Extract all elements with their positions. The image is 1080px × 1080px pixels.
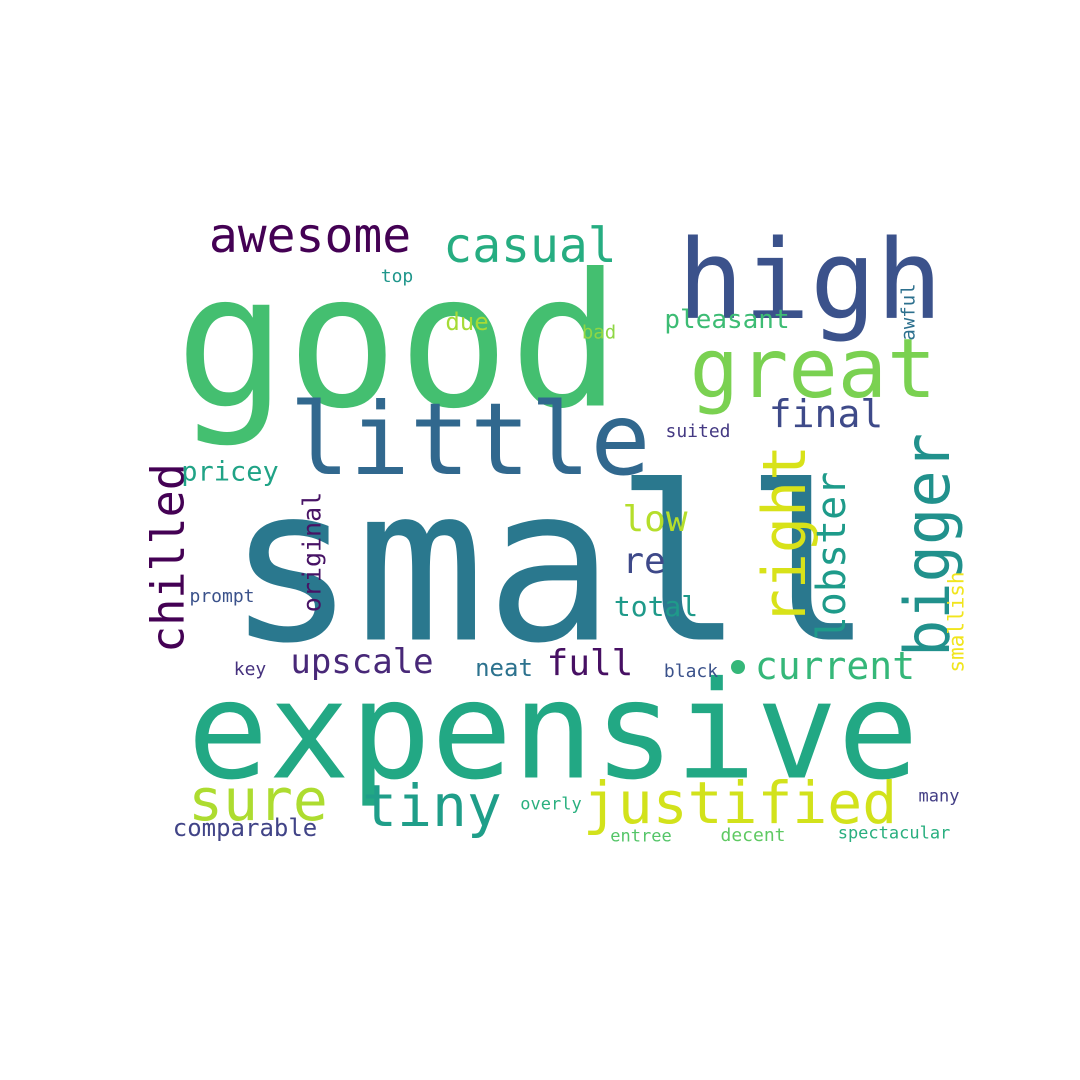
- word-justified: justified: [582, 769, 898, 837]
- word-pricey: pricey: [181, 456, 279, 488]
- word-key: key: [233, 659, 267, 680]
- word-top: top: [380, 266, 414, 287]
- word-smallish: smallish: [944, 571, 969, 673]
- word-decent: decent: [720, 825, 786, 846]
- word-low: low: [622, 499, 688, 540]
- word-black: black: [663, 661, 719, 682]
- word-chilled: chilled: [141, 463, 195, 653]
- word-awesome: awesome: [208, 208, 412, 264]
- word-original: original: [297, 491, 327, 613]
- word-high: high: [677, 216, 943, 344]
- word-expensive: expensive: [187, 652, 919, 810]
- word-good: good: [175, 233, 621, 450]
- word-many: many: [918, 786, 960, 807]
- word-final: final: [768, 392, 884, 436]
- word-suited: suited: [665, 421, 731, 442]
- word-awful: awful: [897, 283, 920, 341]
- word-re: re: [622, 541, 666, 582]
- word-pleasant: pleasant: [664, 305, 790, 335]
- word-entree: entree: [610, 826, 672, 847]
- word-full: full: [546, 643, 634, 684]
- stray-dot: [731, 660, 745, 674]
- word-casual: casual: [443, 218, 617, 274]
- word-lobster: lobster: [809, 471, 855, 641]
- word-current: current: [754, 644, 916, 688]
- word-spectacular: spectacular: [837, 823, 951, 844]
- word-small: small: [226, 439, 874, 691]
- word-comparable: comparable: [172, 814, 318, 842]
- word-right: right: [750, 444, 820, 626]
- word-prompt: prompt: [189, 586, 255, 607]
- word-neat: neat: [475, 654, 533, 682]
- word-due: due: [445, 308, 489, 336]
- word-tiny: tiny: [362, 772, 502, 840]
- word-little: little: [289, 381, 651, 498]
- word-great: great: [689, 322, 937, 417]
- word-sure: sure: [188, 766, 328, 834]
- word-overly: overly: [520, 794, 582, 815]
- word-bad: bad: [581, 321, 617, 344]
- word-total: total: [613, 590, 699, 623]
- word-upscale: upscale: [290, 642, 434, 682]
